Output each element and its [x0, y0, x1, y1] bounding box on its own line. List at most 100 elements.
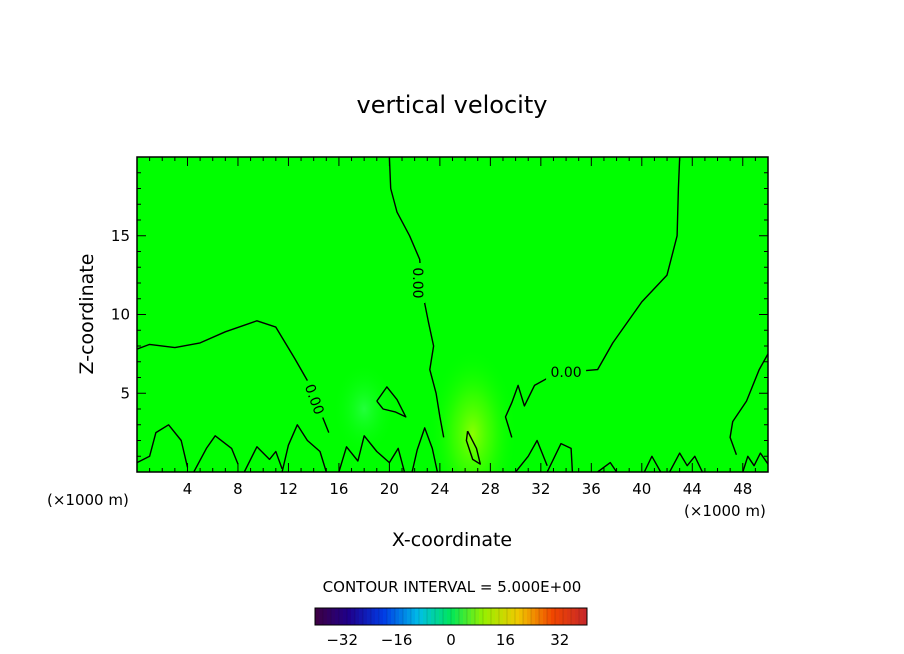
x-axis-label: X-coordinate — [392, 529, 512, 551]
colorbar-cell — [351, 608, 356, 625]
contour-label-bg-1 — [299, 378, 329, 422]
colorbar-cell — [503, 608, 508, 625]
zero-contour-14 — [597, 461, 618, 472]
colorbar-cell — [479, 608, 484, 625]
colorbar-cell — [539, 608, 544, 625]
field-shading — [332, 347, 517, 472]
colorbar-cell — [455, 608, 460, 625]
colorbar-cell — [371, 608, 376, 625]
colorbar-cell — [491, 608, 496, 625]
colorbar-cell — [559, 608, 564, 625]
colorbar-cell — [391, 608, 396, 625]
y-tick-label: 5 — [120, 384, 130, 402]
colorbar-cell — [475, 608, 480, 625]
colorbar-cell — [523, 608, 528, 625]
zero-contour-16 — [668, 452, 704, 472]
y-axis-ticks: 5 10 15 — [111, 156, 768, 473]
colorbar-cell — [327, 608, 332, 625]
colorbar-cell — [367, 608, 372, 625]
zero-contour-7 — [193, 435, 239, 472]
colorbar-tick-label: 32 — [550, 631, 569, 649]
x-tick-label: 12 — [279, 480, 298, 498]
colorbar-cell — [331, 608, 336, 625]
colorbar-cell — [487, 608, 492, 625]
x-tick-label: 36 — [582, 480, 601, 498]
zero-contour-10 — [338, 435, 406, 472]
colorbar — [314, 607, 588, 626]
colorbar-cell — [347, 608, 352, 625]
colorbar-cell — [403, 608, 408, 625]
colorbar-cell — [435, 608, 440, 625]
colorbar-cell — [339, 608, 344, 625]
zero-contour-5 — [376, 386, 407, 418]
extremum-shading-0 — [428, 347, 517, 472]
colorbar-tick-label: 0 — [446, 631, 456, 649]
colorbar-cell — [555, 608, 560, 625]
colorbar-cell — [315, 608, 320, 625]
zero-contour-15 — [643, 455, 662, 472]
plot-area: 0.000.000.00 — [136, 156, 769, 473]
colorbar-cell — [459, 608, 464, 625]
colorbar-cell — [499, 608, 504, 625]
contour-label-bg-2 — [546, 364, 587, 381]
colorbar-cell — [387, 608, 392, 625]
colorbar-cell — [415, 608, 420, 625]
colorbar-cell — [567, 608, 572, 625]
colorbar-cell — [427, 608, 432, 625]
zero-contour-17 — [742, 452, 768, 472]
colorbar-cell — [467, 608, 472, 625]
y-axis-label: Z-coordinate — [76, 254, 98, 375]
colorbar-cell — [319, 608, 324, 625]
colorbar-frame — [314, 607, 588, 626]
colorbar-cell — [483, 608, 488, 625]
zero-contour-1 — [388, 157, 445, 438]
colorbar-cell — [355, 608, 360, 625]
colorbar-cell — [407, 608, 412, 625]
colorbar-cell — [519, 608, 524, 625]
x-axis-ticks: 4 8 12 16 20 24 28 32 36 40 44 48 — [136, 157, 769, 498]
colorbar-cell — [399, 608, 404, 625]
colorbar-cell — [551, 608, 556, 625]
zero-contour-4 — [465, 430, 481, 465]
extremum-shading-1 — [332, 361, 396, 457]
contour-label-2: 0.00 — [550, 365, 581, 381]
x-unit-label-right: (×1000 m) — [684, 502, 766, 520]
x-tick-label: 4 — [183, 480, 193, 498]
colorbar-cell — [579, 608, 584, 625]
colorbar-cell — [375, 608, 380, 625]
x-tick-label: 16 — [329, 480, 348, 498]
x-tick-label: 32 — [531, 480, 550, 498]
zero-contour-6 — [137, 424, 189, 468]
chart-title: vertical velocity — [357, 91, 548, 119]
colorbar-cell — [495, 608, 500, 625]
contour-labels: 0.000.000.00 — [299, 263, 587, 422]
colorbar-cell — [583, 608, 588, 625]
colorbar-cell — [511, 608, 516, 625]
colorbar-cell — [547, 608, 552, 625]
colorbar-cell — [451, 608, 456, 625]
x-tick-label: 28 — [481, 480, 500, 498]
contour-interval-text: CONTOUR INTERVAL = 5.000E+00 — [323, 578, 582, 596]
x-tick-label: 24 — [430, 480, 449, 498]
x-tick-label: 8 — [233, 480, 243, 498]
x-tick-label: 20 — [380, 480, 399, 498]
colorbar-cell — [443, 608, 448, 625]
contour-label-bg-0 — [409, 263, 426, 303]
colorbar-cell — [515, 608, 520, 625]
zero-contour-3 — [729, 353, 768, 455]
colorbar-cell — [571, 608, 576, 625]
colorbar-cell — [575, 608, 580, 625]
colorbar-cell — [563, 608, 568, 625]
colorbar-cell — [543, 608, 548, 625]
colorbar-cell — [439, 608, 444, 625]
colorbar-tick-label: −16 — [381, 631, 413, 649]
colorbar-cell — [431, 608, 436, 625]
zero-contour-12 — [515, 439, 548, 472]
colorbar-tick-label: 16 — [496, 631, 515, 649]
colorbar-ticks: −32 −16 0 16 32 — [326, 631, 569, 649]
colorbar-tick-label: −32 — [326, 631, 358, 649]
colorbar-cell — [471, 608, 476, 625]
colorbar-cell — [423, 608, 428, 625]
colorbar-cell — [379, 608, 384, 625]
